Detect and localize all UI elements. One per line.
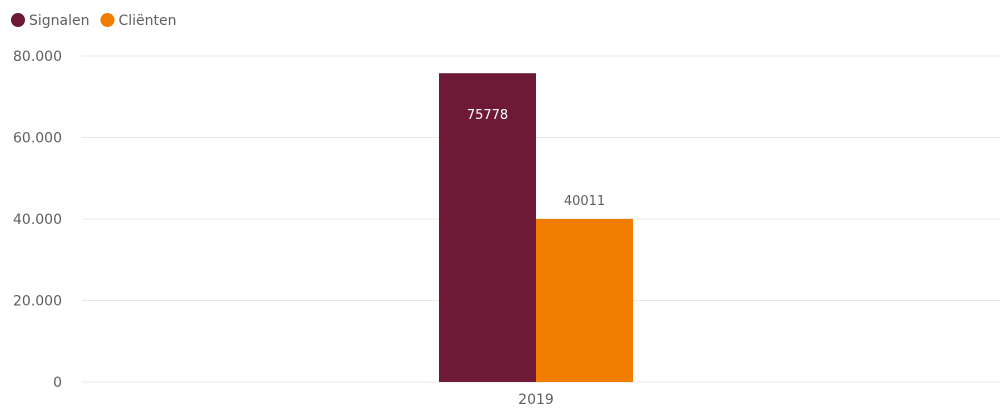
data-labels: 75778 40011 (467, 108, 605, 209)
bar-cliënten[interactable] (536, 218, 633, 382)
data-label: 40011 (564, 194, 605, 209)
y-axis: 0 20.000 40.000 60.000 80.000 (13, 49, 62, 391)
legend-marker (100, 13, 115, 27)
y-tick-label: 20.000 (13, 294, 62, 310)
x-axis: 2019 (518, 392, 554, 408)
legend-label: Signalen (29, 13, 90, 29)
y-tick-label: 60.000 (13, 131, 62, 147)
data-label: 75778 (467, 108, 508, 123)
bars (439, 73, 633, 382)
y-tick-label: 80.000 (13, 49, 62, 65)
legend-label: Cliënten (119, 13, 177, 29)
y-tick-label: 0 (53, 375, 62, 391)
y-tick-label: 40.000 (13, 212, 62, 228)
legend: Signalen Cliënten (11, 13, 177, 29)
x-tick-label: 2019 (518, 392, 554, 408)
legend-item-1[interactable]: Cliënten (100, 13, 177, 29)
legend-marker (11, 13, 25, 27)
legend-item-0[interactable]: Signalen (11, 13, 90, 29)
bar-signalen[interactable] (439, 73, 536, 382)
